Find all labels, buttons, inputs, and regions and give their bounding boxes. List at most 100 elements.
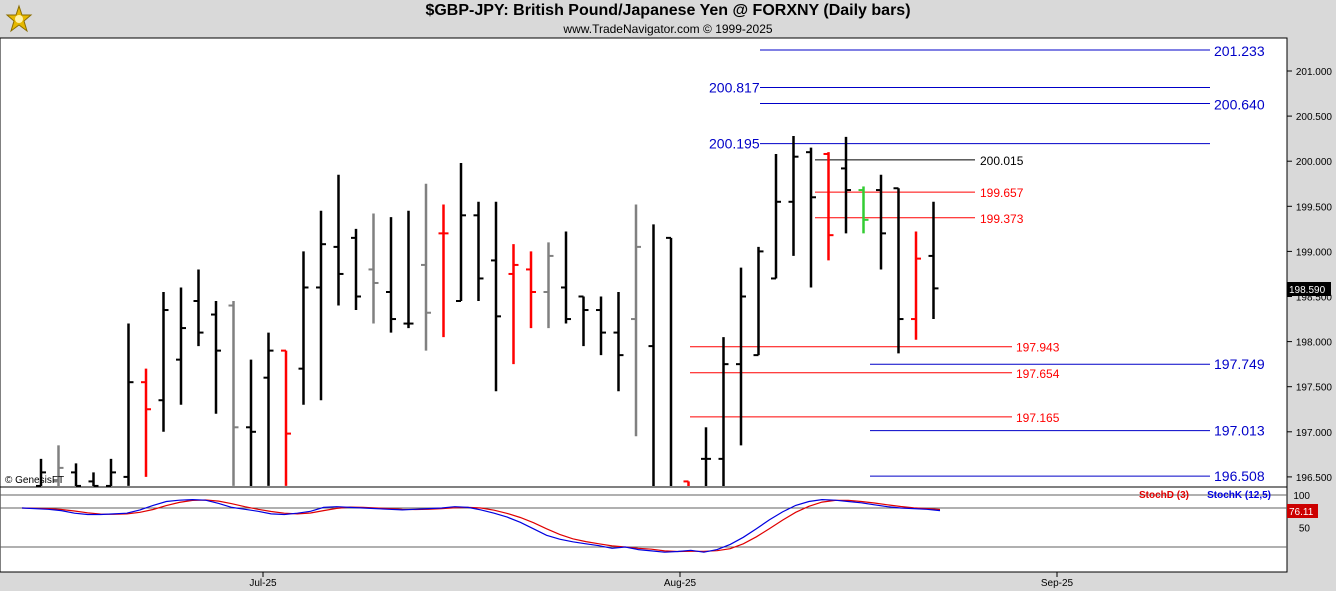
- ohlc-bar: [578, 295, 589, 347]
- date-label: Sep-25: [1041, 578, 1074, 589]
- ohlc-bar: [36, 458, 46, 487]
- ohlc-bar: [893, 187, 904, 354]
- stoch-tick-label: 100: [1293, 491, 1310, 502]
- ohlc-bar: [228, 301, 239, 486]
- price-tick-label: 199.500: [1296, 202, 1333, 213]
- chart-title: $GBP-JPY: British Pound/Japanese Yen @ F…: [425, 2, 911, 19]
- stoch-tick-label: 50: [1299, 524, 1311, 535]
- stochd-line: [21, 499, 941, 553]
- level-label: 200.015: [980, 154, 1024, 168]
- ohlc-bar: [613, 291, 624, 392]
- ohlc-bar: [333, 174, 344, 306]
- ohlc-bar: [473, 201, 484, 302]
- ohlc-bar: [543, 242, 554, 329]
- ohlc-bar: [561, 231, 571, 324]
- stochk-legend: StochK (12,5): [1207, 490, 1271, 501]
- ohlc-bar: [841, 136, 851, 234]
- ohlc-bar: [298, 251, 309, 405]
- stoch-last-value: 76.11: [1289, 507, 1314, 518]
- ohlc-bar: [526, 251, 536, 329]
- ohlc-bar: [281, 349, 291, 486]
- ohlc-bar: [106, 458, 116, 487]
- ohlc-bar: [193, 269, 204, 347]
- ohlc-bar: [53, 445, 64, 486]
- ohlc-bar: [246, 359, 256, 486]
- level-label: 200.195: [709, 136, 760, 152]
- stochastic-lines: 100 50: [0, 491, 1311, 553]
- ohlc-bar: [876, 174, 886, 270]
- ohlc-bars: [36, 135, 939, 487]
- ohlc-bar: [701, 427, 711, 486]
- ohlc-bar: [71, 463, 81, 487]
- chart-subtitle: www.TradeNavigator.com © 1999-2025: [563, 22, 773, 36]
- ohlc-bar: [928, 201, 939, 320]
- ohlc-bar: [158, 291, 169, 432]
- ohlc-bar: [736, 267, 746, 446]
- price-tick-label: 200.000: [1296, 157, 1333, 168]
- level-label: 197.165: [1016, 411, 1060, 425]
- ohlc-bar: [508, 244, 519, 365]
- price-tick-label: 199.000: [1296, 247, 1333, 258]
- ohlc-bar: [403, 210, 414, 329]
- level-label: 200.817: [709, 80, 760, 96]
- date-axis: Jul-25 Aug-25 Sep-25: [249, 572, 1074, 589]
- ohlc-bar: [911, 231, 921, 340]
- ohlc-bar: [141, 368, 151, 477]
- ohlc-bar: [648, 224, 655, 486]
- price-tick-label: 197.000: [1296, 428, 1333, 439]
- level-lines: 201.233 200.817 200.640 200.195 200.015 199.6…: [690, 43, 1265, 484]
- level-label: 201.233: [1214, 43, 1265, 59]
- ohlc-bar: [753, 246, 764, 357]
- ohlc-bar: [351, 228, 361, 311]
- ohlc-bar: [176, 287, 186, 405]
- ohlc-bar: [123, 323, 134, 486]
- last-price-label: 198.590: [1289, 285, 1326, 296]
- ohlc-bar: [88, 472, 99, 487]
- price-axis: 201.000 200.500 200.000 199.500 199.000 198.5…: [1287, 67, 1332, 484]
- ohlc-bar: [858, 186, 869, 234]
- ohlc-bar: [823, 152, 834, 261]
- level-label: 197.654: [1016, 367, 1060, 381]
- price-panel[interactable]: [0, 37, 1288, 488]
- ohlc-bar: [211, 301, 221, 414]
- ohlc-bar: [788, 135, 799, 256]
- ohlc-bar: [438, 204, 449, 338]
- ohlc-bar: [456, 163, 466, 303]
- last-price-marker: 198.590: [1287, 282, 1331, 296]
- price-tick-label: 200.500: [1296, 112, 1333, 123]
- genesis-watermark: © GenesisFT: [5, 475, 64, 486]
- date-label: Aug-25: [664, 578, 697, 589]
- level-label: 199.657: [980, 186, 1024, 200]
- level-label: 196.508: [1214, 468, 1265, 484]
- ohlc-bar: [666, 236, 673, 486]
- level-label: 197.013: [1214, 423, 1265, 439]
- date-label: Jul-25: [249, 578, 277, 589]
- price-tick-label: 197.500: [1296, 383, 1333, 394]
- stoch-last-marker: 76.11: [1287, 504, 1318, 518]
- level-label: 197.943: [1016, 341, 1060, 355]
- stochk-line: [21, 498, 941, 553]
- level-label: 197.749: [1214, 356, 1265, 372]
- ohlc-bar: [683, 480, 690, 486]
- chart-header: $GBP-JPY: British Pound/Japanese Yen @ F…: [0, 0, 1336, 38]
- price-tick-label: 198.000: [1296, 338, 1333, 349]
- ohlc-bar: [631, 204, 641, 437]
- ohlc-bar: [316, 210, 326, 401]
- price-tick-label: 196.500: [1296, 473, 1333, 484]
- ohlc-bar: [386, 217, 396, 333]
- ohlc-bar: [806, 147, 816, 288]
- price-tick-label: 201.000: [1296, 67, 1333, 78]
- stochd-legend: StochD (3): [1139, 490, 1189, 501]
- ohlc-bar: [263, 332, 274, 486]
- ohlc-bar: [596, 296, 606, 356]
- trade-navigator-logo-icon: [5, 4, 33, 33]
- level-label: 200.640: [1214, 96, 1265, 112]
- ohlc-bar: [368, 213, 379, 324]
- price-tick-label: 198.500: [1296, 293, 1333, 304]
- ohlc-bar: [421, 183, 431, 351]
- ohlc-bar: [491, 201, 501, 392]
- level-label: 199.373: [980, 212, 1024, 226]
- ohlc-bar: [771, 153, 781, 280]
- ohlc-bar: [718, 337, 729, 486]
